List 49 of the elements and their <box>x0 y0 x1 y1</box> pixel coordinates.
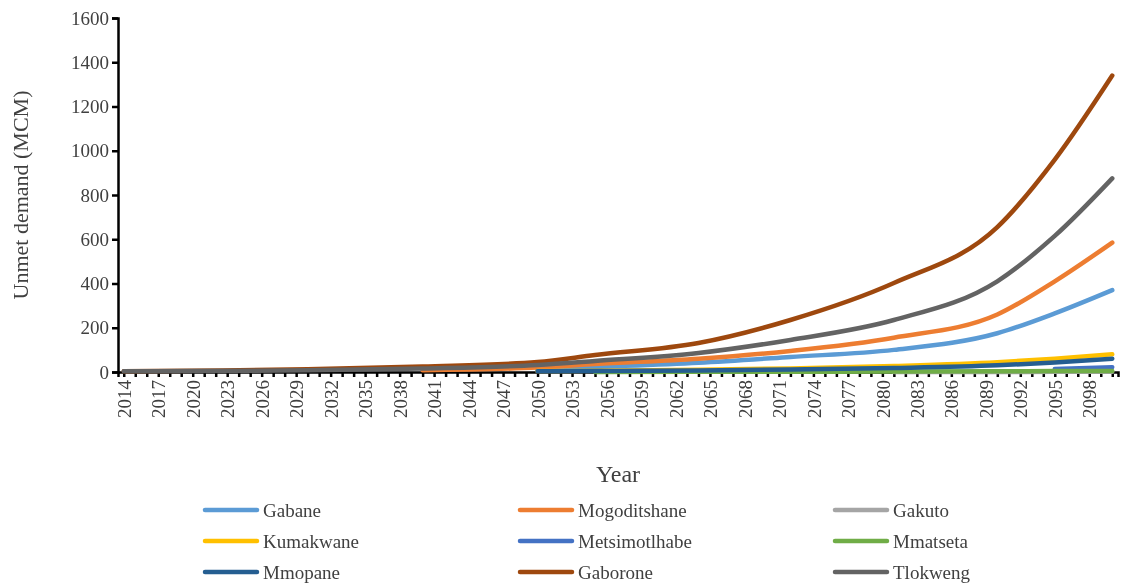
y-tick-label: 1000 <box>71 140 109 162</box>
legend-label: Gaborone <box>578 561 653 583</box>
x-tick-label: 2080 <box>872 380 894 418</box>
y-tick-label: 600 <box>80 228 109 250</box>
x-tick-label: 2053 <box>562 380 584 418</box>
legend-label: Tlokweng <box>893 561 971 583</box>
x-tick-label: 2071 <box>769 380 791 418</box>
x-tick-label: 2059 <box>631 380 653 418</box>
x-tick-label: 2041 <box>424 380 446 418</box>
x-tick-label: 2050 <box>527 380 549 418</box>
legend-label: Mmopane <box>263 561 341 583</box>
x-tick-label: 2092 <box>1010 380 1032 418</box>
y-axis-title: Unmet demand (MCM) <box>8 90 33 300</box>
y-tick-label: 1400 <box>71 51 109 73</box>
legend-label: Gakuto <box>893 499 949 521</box>
x-tick-label: 2029 <box>286 380 308 418</box>
x-tick-label: 2086 <box>941 380 963 418</box>
legend-label: Metsimotlhabe <box>578 530 692 552</box>
x-tick-label: 2077 <box>838 380 860 418</box>
x-tick-label: 2014 <box>113 379 135 418</box>
legend-label: Gabane <box>263 499 322 521</box>
x-tick-label: 2089 <box>975 380 997 418</box>
y-tick-label: 0 <box>99 361 109 383</box>
y-tick-label: 1200 <box>71 96 109 118</box>
x-tick-label: 2056 <box>596 380 618 418</box>
x-tick-label: 2020 <box>182 380 204 418</box>
x-tick-label: 2074 <box>803 379 825 418</box>
legend-label: Kumakwane <box>263 530 360 552</box>
y-tick-label: 400 <box>80 273 109 295</box>
x-tick-label: 2026 <box>251 380 273 418</box>
x-tick-label: 2068 <box>734 380 756 418</box>
y-tick-label: 200 <box>80 317 109 339</box>
x-tick-label: 2047 <box>493 380 515 418</box>
x-tick-label: 2023 <box>217 380 239 418</box>
x-tick-label: 2095 <box>1044 380 1066 418</box>
x-tick-label: 2038 <box>389 380 411 418</box>
y-tick-label: 800 <box>80 184 109 206</box>
x-tick-label: 2065 <box>700 380 722 418</box>
y-tick-label: 1600 <box>71 7 109 29</box>
x-tick-label: 2083 <box>907 380 928 418</box>
x-tick-label: 2032 <box>320 380 342 418</box>
x-tick-label: 2044 <box>458 379 480 418</box>
x-tick-label: 2098 <box>1079 380 1101 418</box>
legend-label: Mogoditshane <box>578 499 687 521</box>
legend-label: Mmatseta <box>893 530 969 552</box>
x-axis-title: Year <box>595 461 641 487</box>
x-tick-label: 2035 <box>355 380 377 418</box>
x-tick-label: 2017 <box>148 380 170 418</box>
x-tick-label: 2062 <box>665 380 687 418</box>
